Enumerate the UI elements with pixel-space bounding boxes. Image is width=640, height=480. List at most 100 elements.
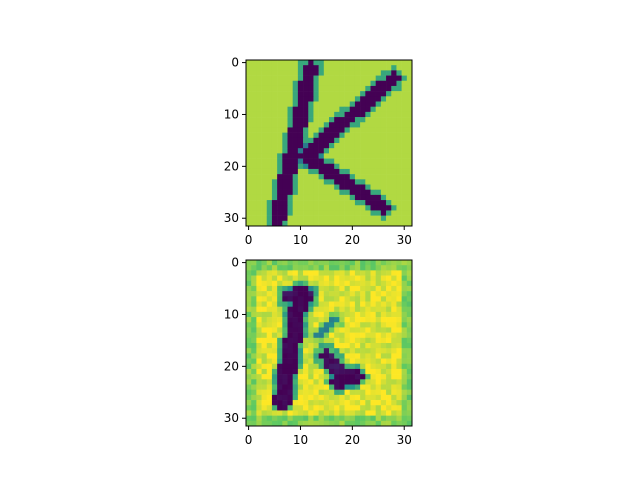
heatmap-cell bbox=[380, 220, 387, 227]
heatmap-cell bbox=[349, 379, 356, 385]
heatmap-cell bbox=[277, 405, 283, 411]
heatmap-cell bbox=[303, 322, 309, 328]
heatmap-cell bbox=[354, 306, 361, 313]
heatmap-cell bbox=[339, 420, 345, 427]
heatmap-cell bbox=[266, 80, 273, 87]
heatmap-cell bbox=[246, 148, 252, 154]
heatmap-cell bbox=[370, 317, 376, 323]
heatmap-cell bbox=[406, 200, 413, 206]
heatmap-cell bbox=[308, 394, 314, 401]
heatmap-cell bbox=[261, 205, 268, 211]
heatmap-cell bbox=[318, 322, 325, 328]
heatmap-cell bbox=[329, 265, 335, 271]
heatmap-cell bbox=[303, 374, 309, 380]
heatmap-cell bbox=[266, 189, 273, 196]
heatmap-cell bbox=[277, 220, 283, 227]
heatmap-cell bbox=[329, 405, 335, 411]
heatmap-cell bbox=[292, 275, 299, 282]
y-tick-label: 0 bbox=[231, 256, 239, 270]
heatmap-cell bbox=[308, 148, 314, 154]
heatmap-cell bbox=[323, 265, 330, 271]
heatmap-cell bbox=[292, 106, 299, 113]
heatmap-cell bbox=[292, 127, 299, 133]
heatmap-cell bbox=[246, 311, 252, 318]
y-tick-label: 20 bbox=[224, 359, 239, 373]
heatmap-cell bbox=[365, 75, 371, 82]
heatmap-cell bbox=[261, 296, 268, 302]
heatmap-cell bbox=[370, 363, 376, 370]
heatmap-cell bbox=[282, 75, 288, 82]
heatmap-cell bbox=[313, 153, 319, 159]
heatmap-cell bbox=[292, 363, 299, 370]
heatmap-cell bbox=[344, 311, 351, 318]
heatmap-cell bbox=[339, 91, 345, 97]
heatmap-cell bbox=[334, 379, 340, 385]
heatmap-cell bbox=[380, 132, 387, 139]
heatmap-cell bbox=[375, 415, 382, 422]
heatmap-cell bbox=[401, 327, 408, 333]
heatmap-cell bbox=[318, 122, 325, 128]
heatmap-cell bbox=[401, 91, 408, 97]
heatmap-cell bbox=[323, 301, 330, 307]
heatmap-cell bbox=[401, 415, 408, 422]
heatmap-cell bbox=[365, 117, 371, 123]
heatmap-cell bbox=[297, 291, 304, 297]
heatmap-cell bbox=[396, 111, 402, 118]
heatmap-cell bbox=[251, 400, 257, 406]
heatmap-cell bbox=[396, 368, 402, 375]
heatmap-cell bbox=[339, 210, 345, 216]
heatmap-cell bbox=[282, 60, 288, 66]
heatmap-cell bbox=[370, 420, 376, 427]
heatmap-cell bbox=[323, 163, 330, 170]
heatmap-cell bbox=[396, 415, 402, 422]
heatmap-cell bbox=[246, 210, 252, 216]
heatmap-cell bbox=[375, 205, 382, 211]
heatmap-cell bbox=[287, 101, 293, 107]
heatmap-cell bbox=[292, 317, 299, 323]
heatmap-cell bbox=[406, 117, 413, 123]
heatmap-cell bbox=[313, 306, 319, 313]
heatmap-cell bbox=[271, 184, 278, 190]
heatmap-cell bbox=[360, 210, 366, 216]
heatmap-cell bbox=[282, 296, 288, 302]
heatmap-cell bbox=[282, 410, 288, 416]
heatmap-cell bbox=[329, 91, 335, 97]
heatmap-cell bbox=[251, 311, 257, 318]
heatmap-cell bbox=[323, 384, 330, 390]
heatmap-cell bbox=[360, 194, 366, 201]
heatmap-cell bbox=[313, 301, 319, 307]
heatmap-cell bbox=[380, 205, 387, 211]
heatmap-cell bbox=[303, 400, 309, 406]
heatmap-cell bbox=[297, 91, 304, 97]
heatmap-cell bbox=[246, 220, 252, 227]
heatmap-cell bbox=[344, 210, 351, 216]
heatmap-cell bbox=[292, 343, 299, 349]
heatmap-cell bbox=[287, 260, 293, 266]
heatmap-cell bbox=[292, 415, 299, 422]
heatmap-cell bbox=[360, 174, 366, 180]
heatmap-cell bbox=[334, 311, 340, 318]
heatmap-cell bbox=[292, 353, 299, 359]
heatmap-cell bbox=[334, 158, 340, 165]
heatmap-cell bbox=[334, 368, 340, 375]
heatmap-cell bbox=[287, 122, 293, 128]
heatmap-cell bbox=[365, 317, 371, 323]
heatmap-cell bbox=[277, 311, 283, 318]
heatmap-cell bbox=[313, 384, 319, 390]
heatmap-cell bbox=[323, 194, 330, 201]
heatmap-cell bbox=[277, 275, 283, 282]
heatmap-cell bbox=[391, 337, 397, 344]
heatmap-cell bbox=[313, 353, 319, 359]
heatmap-cell bbox=[349, 301, 356, 307]
heatmap-cell bbox=[401, 200, 408, 206]
heatmap-cell bbox=[396, 205, 402, 211]
heatmap-cell bbox=[360, 163, 366, 170]
heatmap-cell bbox=[329, 189, 335, 196]
heatmap-cell bbox=[329, 179, 335, 185]
heatmap-cell bbox=[375, 285, 382, 292]
heatmap-cell bbox=[271, 296, 278, 302]
heatmap-cell bbox=[271, 215, 278, 222]
heatmap-cell bbox=[380, 194, 387, 201]
heatmap-cell bbox=[380, 143, 387, 149]
heatmap-cell bbox=[271, 405, 278, 411]
